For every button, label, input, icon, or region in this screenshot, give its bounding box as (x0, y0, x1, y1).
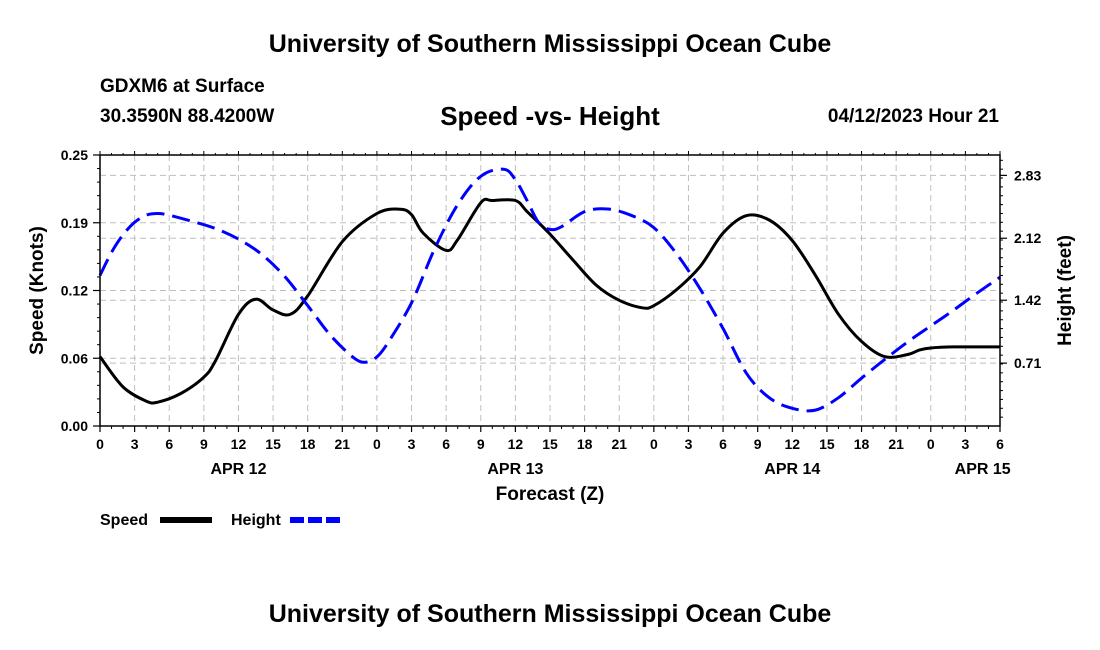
x-axis-title: Forecast (Z) (496, 484, 605, 505)
x-tick-label: 0 (650, 436, 658, 452)
y-right-tick-label: 2.12 (1014, 230, 1041, 246)
x-tick-label: 12 (785, 436, 801, 452)
x-tick-label: 12 (231, 436, 247, 452)
y-axis-right-title: Height (feet) (1055, 235, 1076, 346)
station-label: GDXM6 at Surface (100, 76, 265, 97)
x-tick-label: 12 (508, 436, 524, 452)
x-tick-label: 18 (300, 436, 316, 452)
chart-subtitle: Speed -vs- Height (440, 101, 660, 131)
series-line-height (98, 167, 1001, 413)
speed-height-chart: 0 3 6 9 12 15 18 21 0 3 6 9 12 15 18 21 0 3 6 9 12 15 18 21 0 3 6 0… (27, 147, 1076, 529)
legend: Speed Height (100, 512, 343, 529)
legend-label-speed: Speed (100, 512, 148, 529)
x-tick-label: 15 (542, 436, 558, 452)
x-tick-label: 0 (373, 436, 381, 452)
x-tick-label: 6 (442, 436, 450, 452)
x-tick-label: 6 (996, 436, 1004, 452)
forecast-datetime: 04/12/2023 Hour 21 (827, 106, 999, 127)
y-left-tick-label: 0.06 (61, 350, 88, 366)
x-tick-label: 6 (719, 436, 727, 452)
chart-main-title: University of Southern Mississippi Ocean… (268, 30, 832, 58)
x-tick-label: 0 (927, 436, 935, 452)
y-right-tick-label: 1.42 (1014, 292, 1041, 308)
x-tick-label: 0 (96, 436, 104, 452)
x-tick-label: 3 (131, 436, 139, 452)
x-date-label: APR 14 (764, 461, 820, 478)
coordinates-label: 30.3590N 88.4200W (100, 106, 275, 127)
y-right-tick-label: 2.83 (1014, 167, 1041, 183)
x-tick-label: 9 (477, 436, 485, 452)
y-left-tick-label: 0.25 (61, 147, 88, 163)
grid-lines (100, 155, 1000, 426)
x-tick-label: 3 (685, 436, 693, 452)
x-date-label: APR 12 (210, 461, 266, 478)
x-tick-label: 3 (408, 436, 416, 452)
x-tick-label: 9 (754, 436, 762, 452)
y-left-tick-label: 0.00 (61, 418, 88, 434)
footer-title: University of Southern Mississippi Ocean… (268, 600, 832, 628)
x-tick-label: 21 (611, 436, 627, 452)
y-left-tick-label: 0.12 (61, 283, 88, 299)
x-tick-label: 18 (577, 436, 593, 452)
axes: 0 3 6 9 12 15 18 21 0 3 6 9 12 15 18 21 0 3 6 9 12 15 18 21 0 3 6 0… (61, 147, 1042, 478)
legend-label-height: Height (231, 512, 281, 529)
x-tick-label: 6 (165, 436, 173, 452)
y-right-tick-label: 0.71 (1014, 355, 1041, 371)
series-line-speed (98, 197, 1000, 405)
x-date-label: APR 13 (487, 461, 543, 478)
series-layer (98, 167, 1001, 413)
y-axis-left-title: Speed (Knots) (27, 226, 48, 355)
x-date-label: APR 15 (955, 461, 1011, 478)
x-tick-label: 9 (200, 436, 208, 452)
x-tick-label: 21 (335, 436, 351, 452)
x-tick-label: 21 (888, 436, 904, 452)
x-tick-label: 15 (819, 436, 835, 452)
x-tick-label: 18 (854, 436, 870, 452)
x-tick-label: 15 (265, 436, 281, 452)
y-left-tick-label: 0.19 (61, 215, 88, 231)
x-tick-label: 3 (961, 436, 969, 452)
